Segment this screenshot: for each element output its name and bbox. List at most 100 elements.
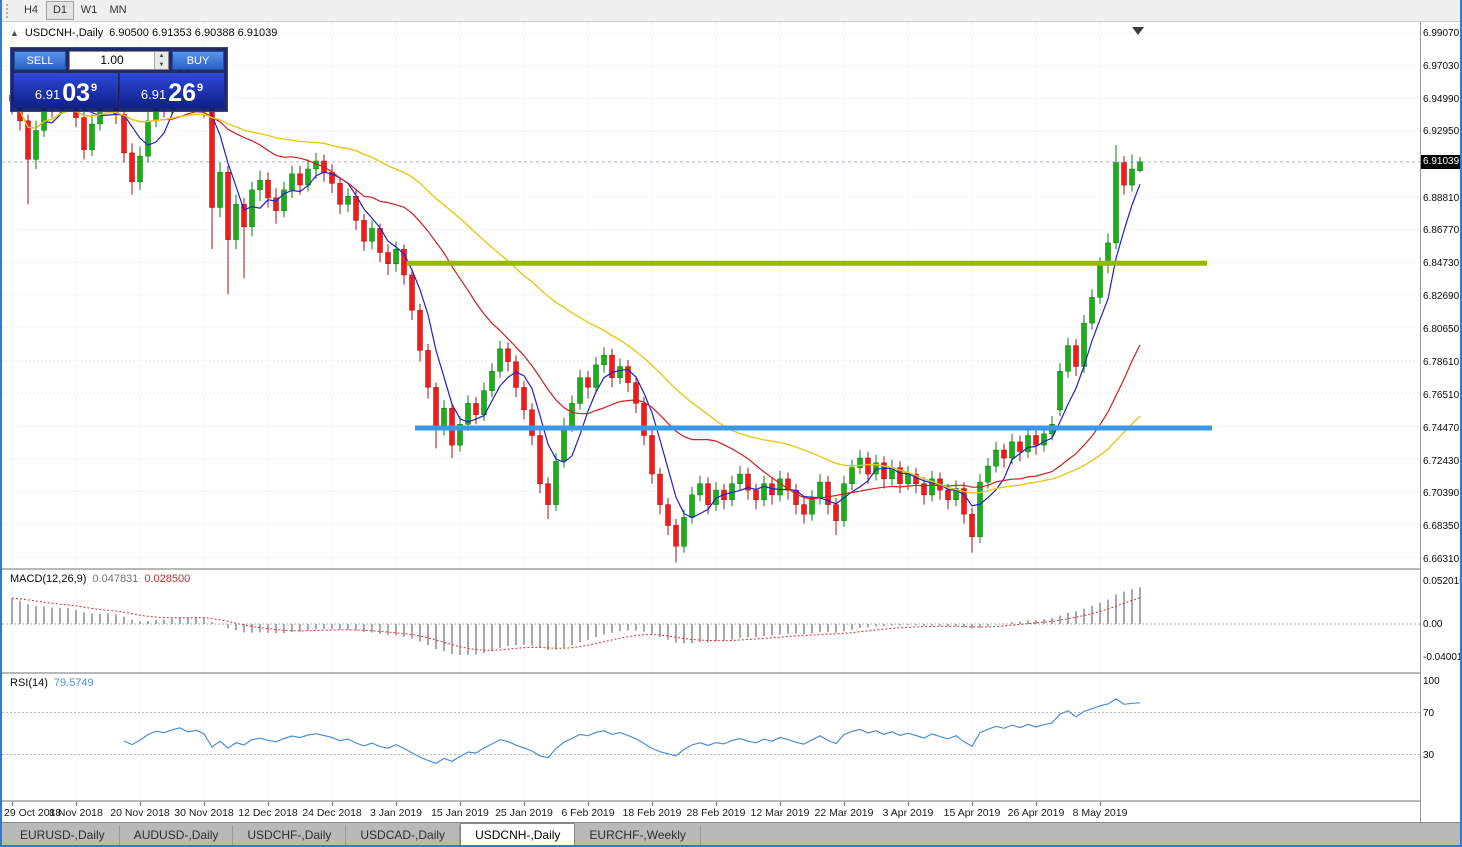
rsi-axis-label: 100 <box>1423 676 1440 687</box>
macd-signal-value: 0.028500 <box>144 573 191 585</box>
buy-price-big: 26 <box>168 79 196 107</box>
rsi-label-row: RSI(14) 79.5749 <box>10 677 94 689</box>
volume-spinner: ▲ ▼ <box>154 52 168 69</box>
sell-price-display[interactable]: 6.91 03 9 <box>14 73 118 108</box>
date-axis-label: 6 Feb 2019 <box>561 807 615 819</box>
date-axis-label: 3 Apr 2019 <box>882 807 934 819</box>
tab-audusd-daily[interactable]: AUDUSD-,Daily <box>120 825 234 845</box>
panel-splitter-2[interactable] <box>2 672 1460 674</box>
rsi-value: 79.5749 <box>53 677 94 689</box>
volume-increase-button[interactable]: ▲ <box>155 52 168 61</box>
price-axis-label: 6.72430 <box>1423 456 1460 467</box>
sell-button[interactable]: SELL <box>14 51 66 70</box>
price-axis-label: 6.94990 <box>1423 94 1460 105</box>
date-tick <box>844 802 845 806</box>
price-axis-label: 6.76510 <box>1423 390 1460 401</box>
date-axis[interactable]: 29 Oct 2018 8 Nov 2018 20 Nov 2018 30 Nov 2… <box>2 802 1420 822</box>
candles-layer <box>9 66 1143 563</box>
date-axis-label: 8 Nov 2018 <box>49 807 103 819</box>
timeframe-toolbar: H4 D1 W1 MN <box>2 0 1460 22</box>
tab-usdcad-daily[interactable]: USDCAD-,Daily <box>346 825 461 845</box>
chart-title: USDCNH-,Daily <box>24 27 104 39</box>
timeframe-button-d1[interactable]: D1 <box>46 1 74 20</box>
price-axis-label: 6.86770 <box>1423 225 1460 236</box>
date-axis-label: 12 Dec 2018 <box>238 807 298 819</box>
price-axis-label: 6.88810 <box>1423 193 1460 204</box>
rsi-axis-label: 30 <box>1423 750 1435 761</box>
chart-shift-marker-icon[interactable] <box>1132 27 1144 35</box>
price-axis-label: 6.92950 <box>1423 126 1460 137</box>
date-axis-label: 28 Feb 2019 <box>686 807 746 819</box>
date-axis-label: 20 Nov 2018 <box>110 807 170 819</box>
tab-eurchf-weekly[interactable]: EURCHF-,Weekly <box>575 825 701 845</box>
rsi-label: RSI(14) <box>10 677 48 689</box>
date-tick <box>780 802 781 806</box>
date-axis-label: 3 Jan 2019 <box>370 807 422 819</box>
chart-ohlc-values: 6.90500 6.91353 6.90388 6.91039 <box>109 27 278 39</box>
main-chart-canvas[interactable] <box>2 22 1420 568</box>
date-tick <box>716 802 717 806</box>
timeframe-button-h4[interactable]: H4 <box>23 4 39 16</box>
volume-decrease-button[interactable]: ▼ <box>155 60 168 69</box>
price-axis-label: 6.84730 <box>1423 258 1460 269</box>
price-axis-label: 6.74470 <box>1423 423 1460 434</box>
date-tick <box>652 802 653 806</box>
macd-signal-line <box>11 597 1141 651</box>
price-axis-label: 6.68350 <box>1423 521 1460 532</box>
price-axis-label: 6.82690 <box>1423 291 1460 302</box>
date-tick <box>524 802 525 806</box>
price-axis-label: 6.99070 <box>1423 28 1460 39</box>
buy-price-pip: 9 <box>197 82 204 94</box>
date-axis-label: 8 May 2019 <box>1072 807 1128 819</box>
rsi-line <box>123 698 1141 765</box>
volume-input[interactable]: 1.00 ▲ ▼ <box>69 51 169 70</box>
moving-averages-layer <box>11 91 1141 519</box>
timeframe-button-mn[interactable]: MN <box>109 4 127 16</box>
date-tick <box>1100 802 1101 806</box>
one-click-collapse-icon[interactable]: ▲ <box>10 27 19 38</box>
date-axis-label: 30 Nov 2018 <box>174 807 234 819</box>
tab-usdcnh-daily[interactable]: USDCNH-,Daily <box>460 823 576 845</box>
price-axis[interactable]: 6.91039 6.99070 6.97030 6.94990 6.92950 6.88… <box>1420 22 1460 822</box>
price-axis-label: 6.78610 <box>1423 357 1460 368</box>
buy-price-display[interactable]: 6.91 26 9 <box>120 73 224 108</box>
panel-splitter-1[interactable] <box>2 568 1460 570</box>
date-axis-label: 18 Feb 2019 <box>622 807 682 819</box>
buy-price-prefix: 6.91 <box>140 87 167 102</box>
date-axis-label: 29 Oct 2018 <box>4 807 62 819</box>
panel-splitter-3[interactable] <box>2 800 1460 802</box>
price-axis-label: 6.97030 <box>1423 61 1460 72</box>
date-axis-label: 25 Jan 2019 <box>495 807 553 819</box>
date-axis-label: 12 Mar 2019 <box>750 807 810 819</box>
buy-button[interactable]: BUY <box>172 51 224 70</box>
tab-usdchf-daily[interactable]: USDCHF-,Daily <box>233 825 347 845</box>
date-tick <box>588 802 589 806</box>
macd-histogram <box>11 587 1141 655</box>
timeframe-button-w1[interactable]: W1 <box>80 4 98 16</box>
rsi-axis-label: 70 <box>1423 708 1435 719</box>
volume-value: 1.00 <box>100 53 124 67</box>
macd-label: MACD(12,26,9) <box>10 573 87 585</box>
price-axis-label: 6.80650 <box>1423 324 1460 335</box>
macd-label-row: MACD(12,26,9) 0.047831 0.028500 <box>10 573 190 585</box>
chart-title-row: ▲ USDCNH-,Daily 6.90500 6.91353 6.90388 … <box>10 27 277 39</box>
tab-eurusd-daily[interactable]: EURUSD-,Daily <box>6 825 120 845</box>
rsi-canvas[interactable] <box>2 674 1420 800</box>
date-tick <box>204 802 205 806</box>
date-tick <box>396 802 397 806</box>
one-click-trading-panel: SELL 1.00 ▲ ▼ BUY 6.91 03 9 6 <box>10 47 228 112</box>
date-axis-label: 15 Apr 2019 <box>943 807 1001 819</box>
date-axis-label: 15 Jan 2019 <box>431 807 489 819</box>
date-tick <box>972 802 973 806</box>
trendlines-layer[interactable] <box>407 260 1212 431</box>
macd-canvas[interactable] <box>2 570 1420 672</box>
date-axis-label: 24 Dec 2018 <box>302 807 362 819</box>
date-axis-label: 22 Mar 2019 <box>814 807 874 819</box>
date-tick <box>76 802 77 806</box>
current-price-badge: 6.91039 <box>1421 155 1460 169</box>
date-tick <box>460 802 461 806</box>
date-tick <box>12 802 13 806</box>
toolbar-drag-handle[interactable] <box>6 3 13 18</box>
price-axis-label: 6.66310 <box>1423 554 1460 565</box>
